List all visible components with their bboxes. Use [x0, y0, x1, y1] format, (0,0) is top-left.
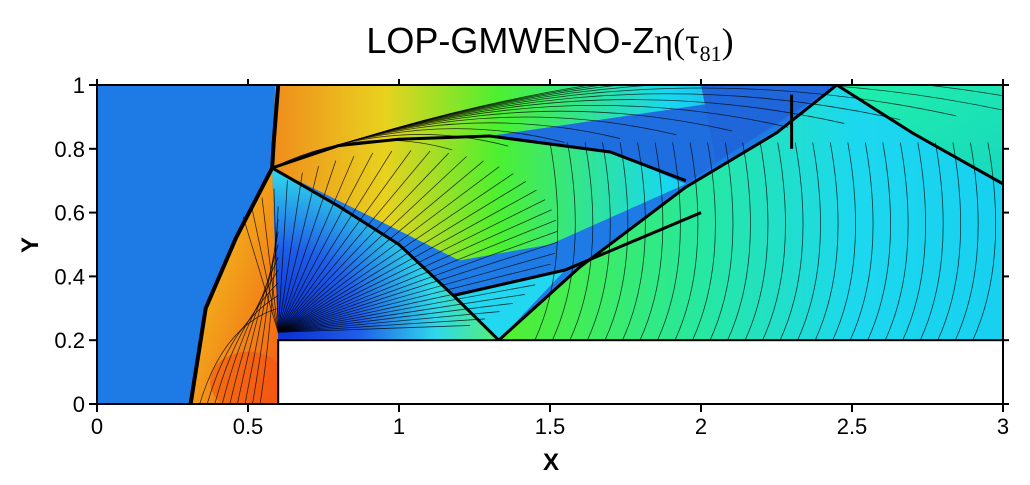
contour-fan-line: [277, 152, 374, 333]
contour-right-line: [657, 142, 681, 341]
contact-line: [453, 211, 702, 297]
contour-fan-line: [277, 172, 303, 333]
contour-right-line: [727, 142, 751, 341]
contour-fan-line: [278, 325, 470, 333]
mach-stem-slipline: [271, 134, 687, 183]
contour-fan-line: [278, 189, 537, 333]
contour-right-line: [919, 142, 944, 341]
reflected-shock: [271, 166, 500, 342]
x-tick-label: 0: [91, 414, 103, 439]
y-tick-label: 0: [73, 392, 85, 417]
contour-fan-line: [277, 150, 393, 333]
x-tick-label: 2.5: [837, 414, 868, 439]
y-axis-label: Y: [17, 237, 44, 253]
contour-upper-arc: [272, 139, 453, 169]
field-hot-spot: [210, 351, 286, 404]
chart-title: LOP-GMWENO-Zη(τ81): [0, 20, 1030, 66]
contour-fan-line: [277, 181, 527, 333]
field-expansion-fan: [272, 167, 499, 341]
contour-bow-line: [259, 206, 279, 404]
x-tick-label: 1: [393, 414, 405, 439]
contour-right-line: [832, 142, 856, 341]
contour-right-line: [674, 142, 699, 341]
step-reflection: [497, 85, 838, 342]
contour-fan-line: [278, 284, 536, 333]
contour-fan-line: [278, 318, 486, 333]
contour-right-line: [902, 142, 926, 341]
contour-fan-line: [278, 263, 551, 333]
contour-right-line: [954, 142, 979, 341]
field-right-region: [498, 85, 1003, 341]
contour-fan-line: [278, 302, 513, 333]
contour-fan-line: [277, 155, 355, 333]
contour-right-line: [604, 142, 629, 341]
contour-bow-line: [252, 218, 279, 404]
contour-fan-line: [277, 160, 337, 333]
contour-right-line: [779, 142, 804, 341]
contour-fan-line: [278, 252, 556, 333]
y-tick-label: 1: [73, 73, 85, 98]
shock-lines: [188, 85, 1003, 404]
contour-fan-line: [277, 173, 514, 333]
contour-fan-line: [277, 160, 484, 333]
contour-right-line: [552, 142, 576, 341]
title-prefix: LOP-GMWENO-Z: [366, 20, 655, 61]
contour-fan-line: [278, 199, 546, 333]
contour-fan-line: [251, 206, 279, 333]
contour-right-line: [849, 142, 874, 341]
contour-fan-line: [277, 180, 288, 333]
contour-fan-line: [261, 197, 279, 333]
contour-fan-line: [278, 241, 558, 333]
contour-fan-line: [278, 209, 552, 333]
y-tick-label: 0.6: [54, 201, 85, 226]
x-tick-label: 3: [997, 414, 1009, 439]
contour-right-line: [622, 142, 646, 341]
step-obstacle: [277, 339, 1003, 404]
title-open-paren: (: [673, 21, 686, 61]
contour-right-line: [709, 142, 734, 341]
title-eta: η: [654, 21, 674, 61]
contour-fan-line: [278, 311, 500, 333]
contour-right-line: [797, 142, 821, 341]
y-tick-label: 0.2: [54, 328, 85, 353]
y-tick-label: 0.4: [54, 264, 85, 289]
contour-fan-line: [278, 294, 525, 333]
contour-right-line: [569, 142, 594, 341]
contour-right-line: [814, 142, 839, 341]
x-tick-label: 0.5: [233, 414, 264, 439]
contour-fan-line: [278, 219, 557, 333]
contour-fan-line: [242, 216, 279, 333]
contour-right-line: [972, 142, 997, 341]
x-tick-label: 2: [695, 414, 707, 439]
contour-fan-line: [277, 156, 467, 333]
contour-fan-line: [277, 166, 500, 333]
y-tick-label: 0.8: [54, 137, 85, 162]
bow-shock: [188, 85, 281, 404]
title-subscript: 81: [699, 41, 722, 66]
contour-right-line: [937, 142, 962, 341]
contour-fan-line: [277, 150, 412, 333]
contour-right-line: [867, 142, 891, 341]
axis-ticks: 0 0.5 1 1.5 2 2.5 3 0 0.2 0.4 0.6 0.8 1: [54, 73, 1009, 439]
contour-right-line: [762, 142, 786, 341]
title-tau: τ: [685, 21, 700, 61]
top-reflection: [836, 85, 1003, 186]
contour-upper-arc: [272, 85, 593, 169]
x-axis-label: X: [543, 449, 559, 476]
contour-right-line: [884, 142, 909, 341]
title-close-paren: ): [721, 21, 734, 61]
contour-fan-line: [277, 166, 319, 333]
contour-right-line: [744, 142, 769, 341]
x-tick-label: 1.5: [535, 414, 566, 439]
contour-fan-line: [277, 152, 450, 333]
contour-fan-line: [277, 150, 431, 333]
contour-fan-line: [278, 230, 559, 333]
contour-right-line: [534, 142, 559, 341]
